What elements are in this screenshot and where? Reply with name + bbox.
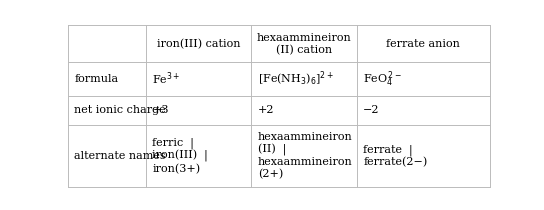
Text: ferrate  |
ferrate(2−): ferrate | ferrate(2−) xyxy=(363,144,428,168)
Text: alternate names: alternate names xyxy=(75,151,166,161)
Text: hexaammineiron
(II)  |
hexaammineiron
(2+): hexaammineiron (II) | hexaammineiron (2+… xyxy=(258,132,353,180)
Text: [Fe(NH$_3$)$_6$]$^{2+}$: [Fe(NH$_3$)$_6$]$^{2+}$ xyxy=(258,70,333,88)
Text: ferrate anion: ferrate anion xyxy=(386,39,460,49)
Text: FeO$_4^{\,2-}$: FeO$_4^{\,2-}$ xyxy=(363,69,402,89)
Text: +2: +2 xyxy=(258,105,274,115)
Text: iron(III) cation: iron(III) cation xyxy=(157,39,240,49)
Text: Fe$^{3+}$: Fe$^{3+}$ xyxy=(152,71,181,87)
Text: −2: −2 xyxy=(363,105,380,115)
Text: hexaammineiron
(II) cation: hexaammineiron (II) cation xyxy=(257,33,351,55)
Text: +3: +3 xyxy=(152,105,169,115)
Text: net ionic charge: net ionic charge xyxy=(75,105,166,115)
Text: formula: formula xyxy=(75,74,119,84)
Text: ferric  |
iron(III)  |
iron(3+): ferric | iron(III) | iron(3+) xyxy=(152,137,208,174)
